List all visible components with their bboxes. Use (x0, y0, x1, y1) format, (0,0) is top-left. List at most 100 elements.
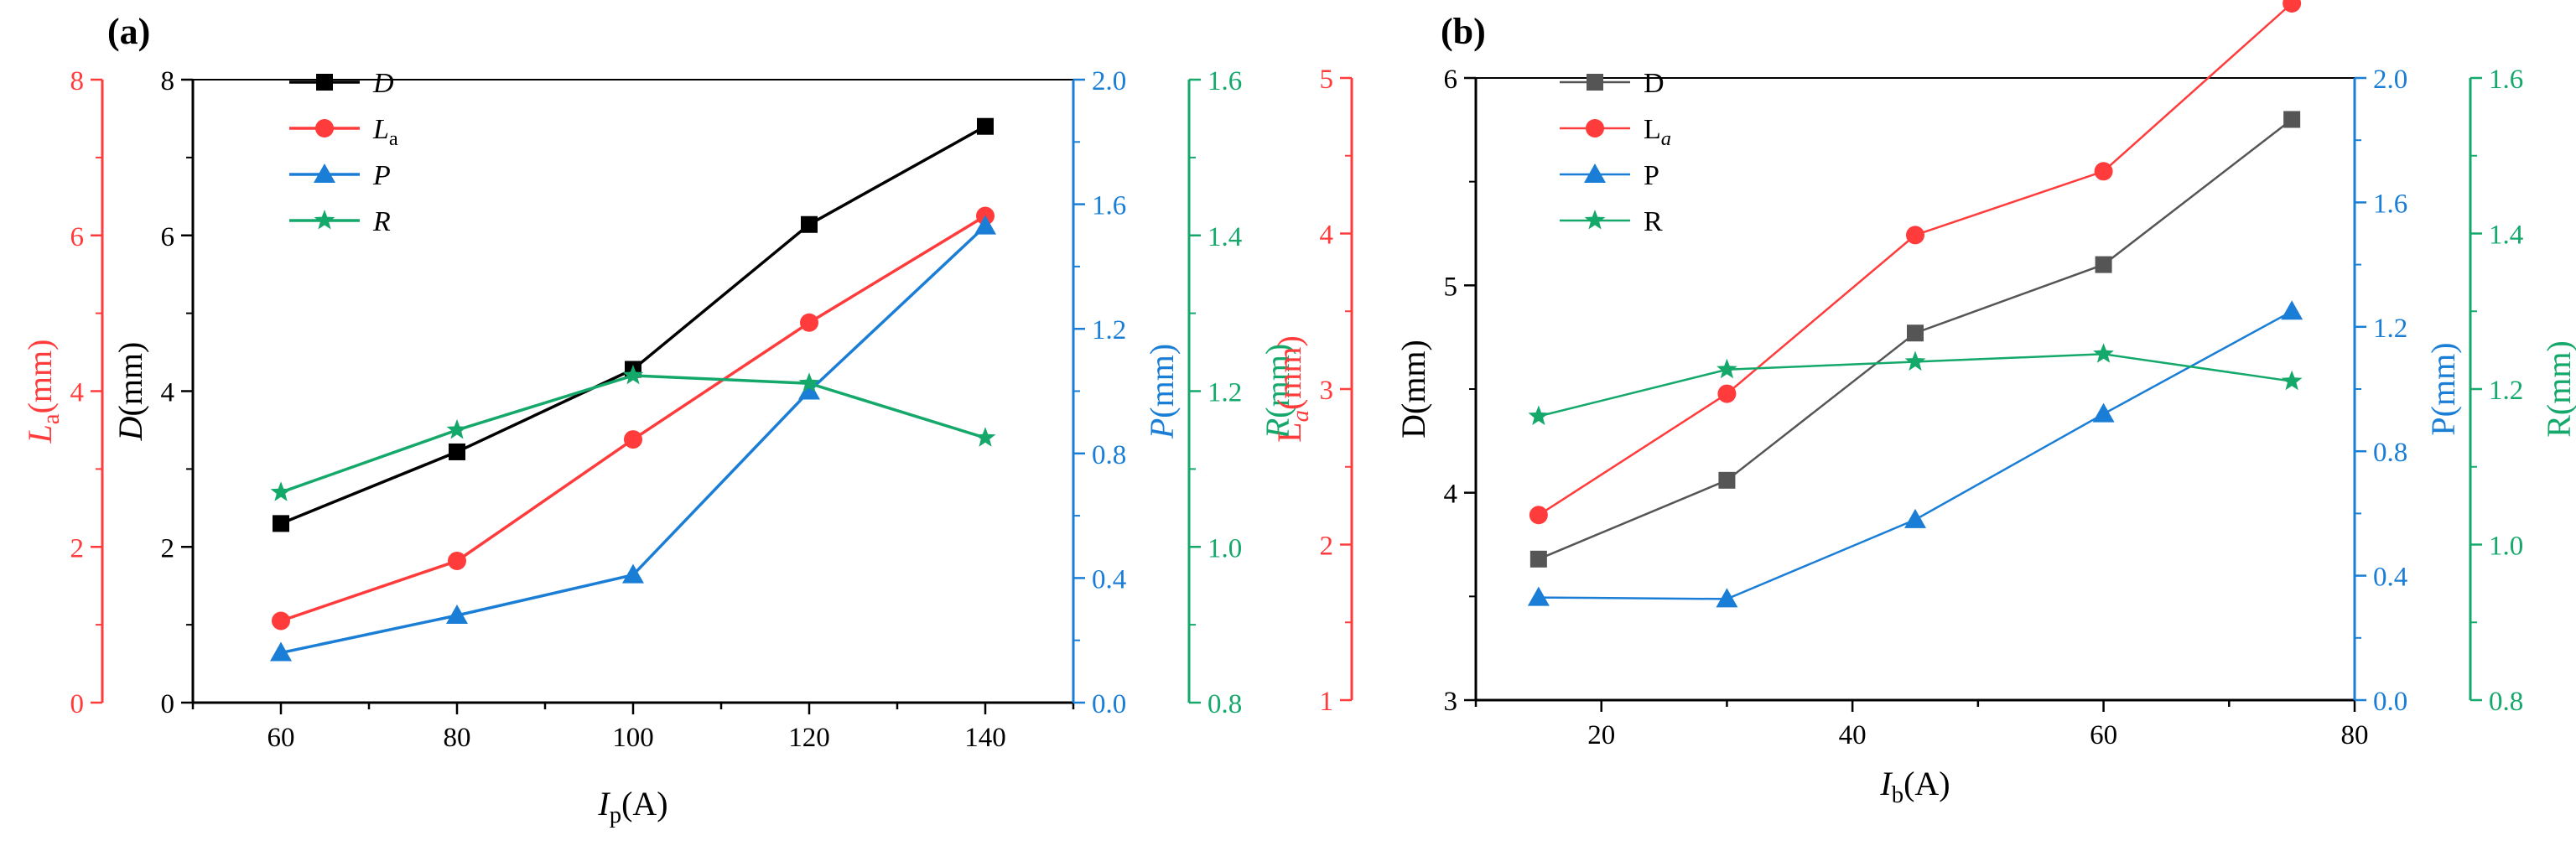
y-tick-label-R: 0.8 (1208, 689, 1242, 719)
data-point-R (2093, 343, 2114, 363)
data-point-D (1907, 324, 1924, 342)
x-tick-label: 140 (964, 723, 1006, 753)
x-tick-label: 60 (267, 723, 295, 753)
data-point-R (622, 364, 644, 385)
y-axis-label-R: R(mm) (1259, 344, 1296, 439)
legend-label-R: R (372, 206, 391, 237)
y-tick-label-P: 1.2 (1092, 315, 1126, 345)
y-tick-label-La: 5 (1320, 65, 1334, 95)
y-tick-label-La: 4 (70, 378, 85, 408)
y-tick-label-R: 1.4 (1208, 222, 1242, 252)
legend-marker-La (1586, 119, 1604, 138)
y-tick-label-R: 1.6 (1208, 66, 1242, 96)
y-tick-label-R: 1.0 (1208, 533, 1242, 563)
data-point-La (448, 551, 466, 570)
legend-marker-D (1587, 74, 1603, 91)
data-point-R (270, 481, 292, 501)
y-tick-label-P: 0.0 (2373, 687, 2407, 717)
legend-label-La: La (1644, 114, 1671, 150)
legend-marker-R (314, 210, 335, 230)
data-point-R (1904, 350, 1926, 371)
legend-marker-P (314, 163, 335, 183)
x-tick-label: 80 (2341, 720, 2369, 750)
legend-marker-D (316, 74, 333, 91)
x-tick-label: 120 (788, 723, 830, 753)
legend-label-D: D (1644, 68, 1665, 99)
data-point-P (1716, 588, 1738, 608)
y-tick-label-P: 0.8 (1092, 440, 1126, 470)
data-point-D (2283, 111, 2301, 128)
data-point-D (1718, 471, 1736, 489)
data-point-P (2092, 402, 2115, 423)
y-axis-label-P: P(mm) (1143, 344, 1181, 439)
x-tick-label: 60 (2090, 720, 2117, 750)
y-axis-label-La: La(mm) (21, 340, 65, 444)
y-tick-label-D: 4 (161, 378, 175, 408)
y-tick-label-D: 8 (161, 66, 175, 96)
data-point-La (1529, 506, 1548, 525)
y-tick-label-D: 5 (1444, 272, 1458, 302)
y-tick-label-P: 1.6 (1092, 191, 1126, 221)
data-point-R (1528, 405, 1550, 425)
legend-label-R: R (1644, 206, 1663, 237)
y-axis-label-D: D(mm) (112, 342, 149, 442)
y-tick-label-La: 1 (1320, 687, 1334, 717)
series-line-La (280, 215, 986, 623)
data-point-P (2281, 300, 2303, 320)
data-point-R (974, 427, 996, 447)
legend-label-P: P (1644, 160, 1659, 191)
data-point-R (446, 418, 468, 439)
y-tick-label-P: 1.6 (2373, 189, 2407, 219)
y-tick-label-La: 3 (1320, 376, 1334, 406)
panel-a: (a) 60 80 100 120 140 Ip(A) 0 2 4 6 8 D(mm) 0 2 4 6 8 La(m… (21, 11, 1296, 828)
y-tick-label-D: 0 (161, 689, 175, 719)
data-point-P (622, 563, 644, 584)
y-tick-label-R: 1.6 (2489, 65, 2523, 95)
data-point-R (2281, 370, 2303, 391)
y-tick-label-P: 2.0 (2373, 65, 2407, 95)
data-point-R (1716, 358, 1737, 379)
x-tick-label: 40 (1839, 720, 1867, 750)
data-point-La (272, 611, 290, 631)
data-point-D (273, 515, 289, 532)
x-axis-label: Ib(A) (1879, 765, 1950, 808)
y-tick-label-D: 2 (161, 533, 175, 563)
y-axis-label-R: R(mm) (2540, 340, 2576, 438)
y-tick-label-R: 1.2 (1208, 378, 1242, 408)
data-point-La (624, 430, 642, 449)
data-point-La (800, 313, 818, 332)
y-tick-label-R: 1.0 (2489, 532, 2523, 562)
y-tick-label-R: 0.8 (2489, 687, 2523, 717)
data-point-D (801, 215, 818, 233)
data-point-La (1906, 226, 1924, 245)
y-axis-label-La: La(mm) (1270, 335, 1314, 443)
y-tick-label-La: 4 (1320, 221, 1334, 251)
y-axis-label-P: P(mm) (2424, 342, 2462, 435)
data-point-La (1717, 384, 1737, 403)
legend-marker-La (315, 119, 334, 138)
y-tick-label-P: 0.0 (1092, 689, 1126, 719)
panel-label: (b) (1441, 11, 1486, 52)
y-axis-label-D: D(mm) (1394, 340, 1432, 439)
legend-marker-P (1584, 163, 1606, 183)
y-tick-label-R: 1.4 (2489, 221, 2523, 251)
data-point-D (977, 117, 994, 135)
data-point-P (798, 380, 820, 400)
data-point-P (974, 215, 996, 235)
legend-label-La: La (372, 114, 398, 150)
y-tick-label-P: 0.8 (2373, 438, 2407, 468)
x-axis-label: Ip(A) (597, 785, 667, 828)
data-point-P (1904, 508, 1926, 528)
data-point-P (1527, 586, 1550, 606)
panel-label: (a) (107, 11, 150, 52)
y-tick-label-P: 1.2 (2373, 314, 2407, 344)
x-tick-label: 100 (612, 723, 654, 753)
x-tick-label: 80 (444, 723, 471, 753)
y-tick-label-La: 2 (1320, 532, 1334, 562)
y-tick-label-D: 6 (1444, 65, 1458, 95)
data-point-La (2094, 162, 2113, 181)
legend-label-D: D (372, 68, 394, 99)
legend-marker-R (1584, 210, 1606, 230)
